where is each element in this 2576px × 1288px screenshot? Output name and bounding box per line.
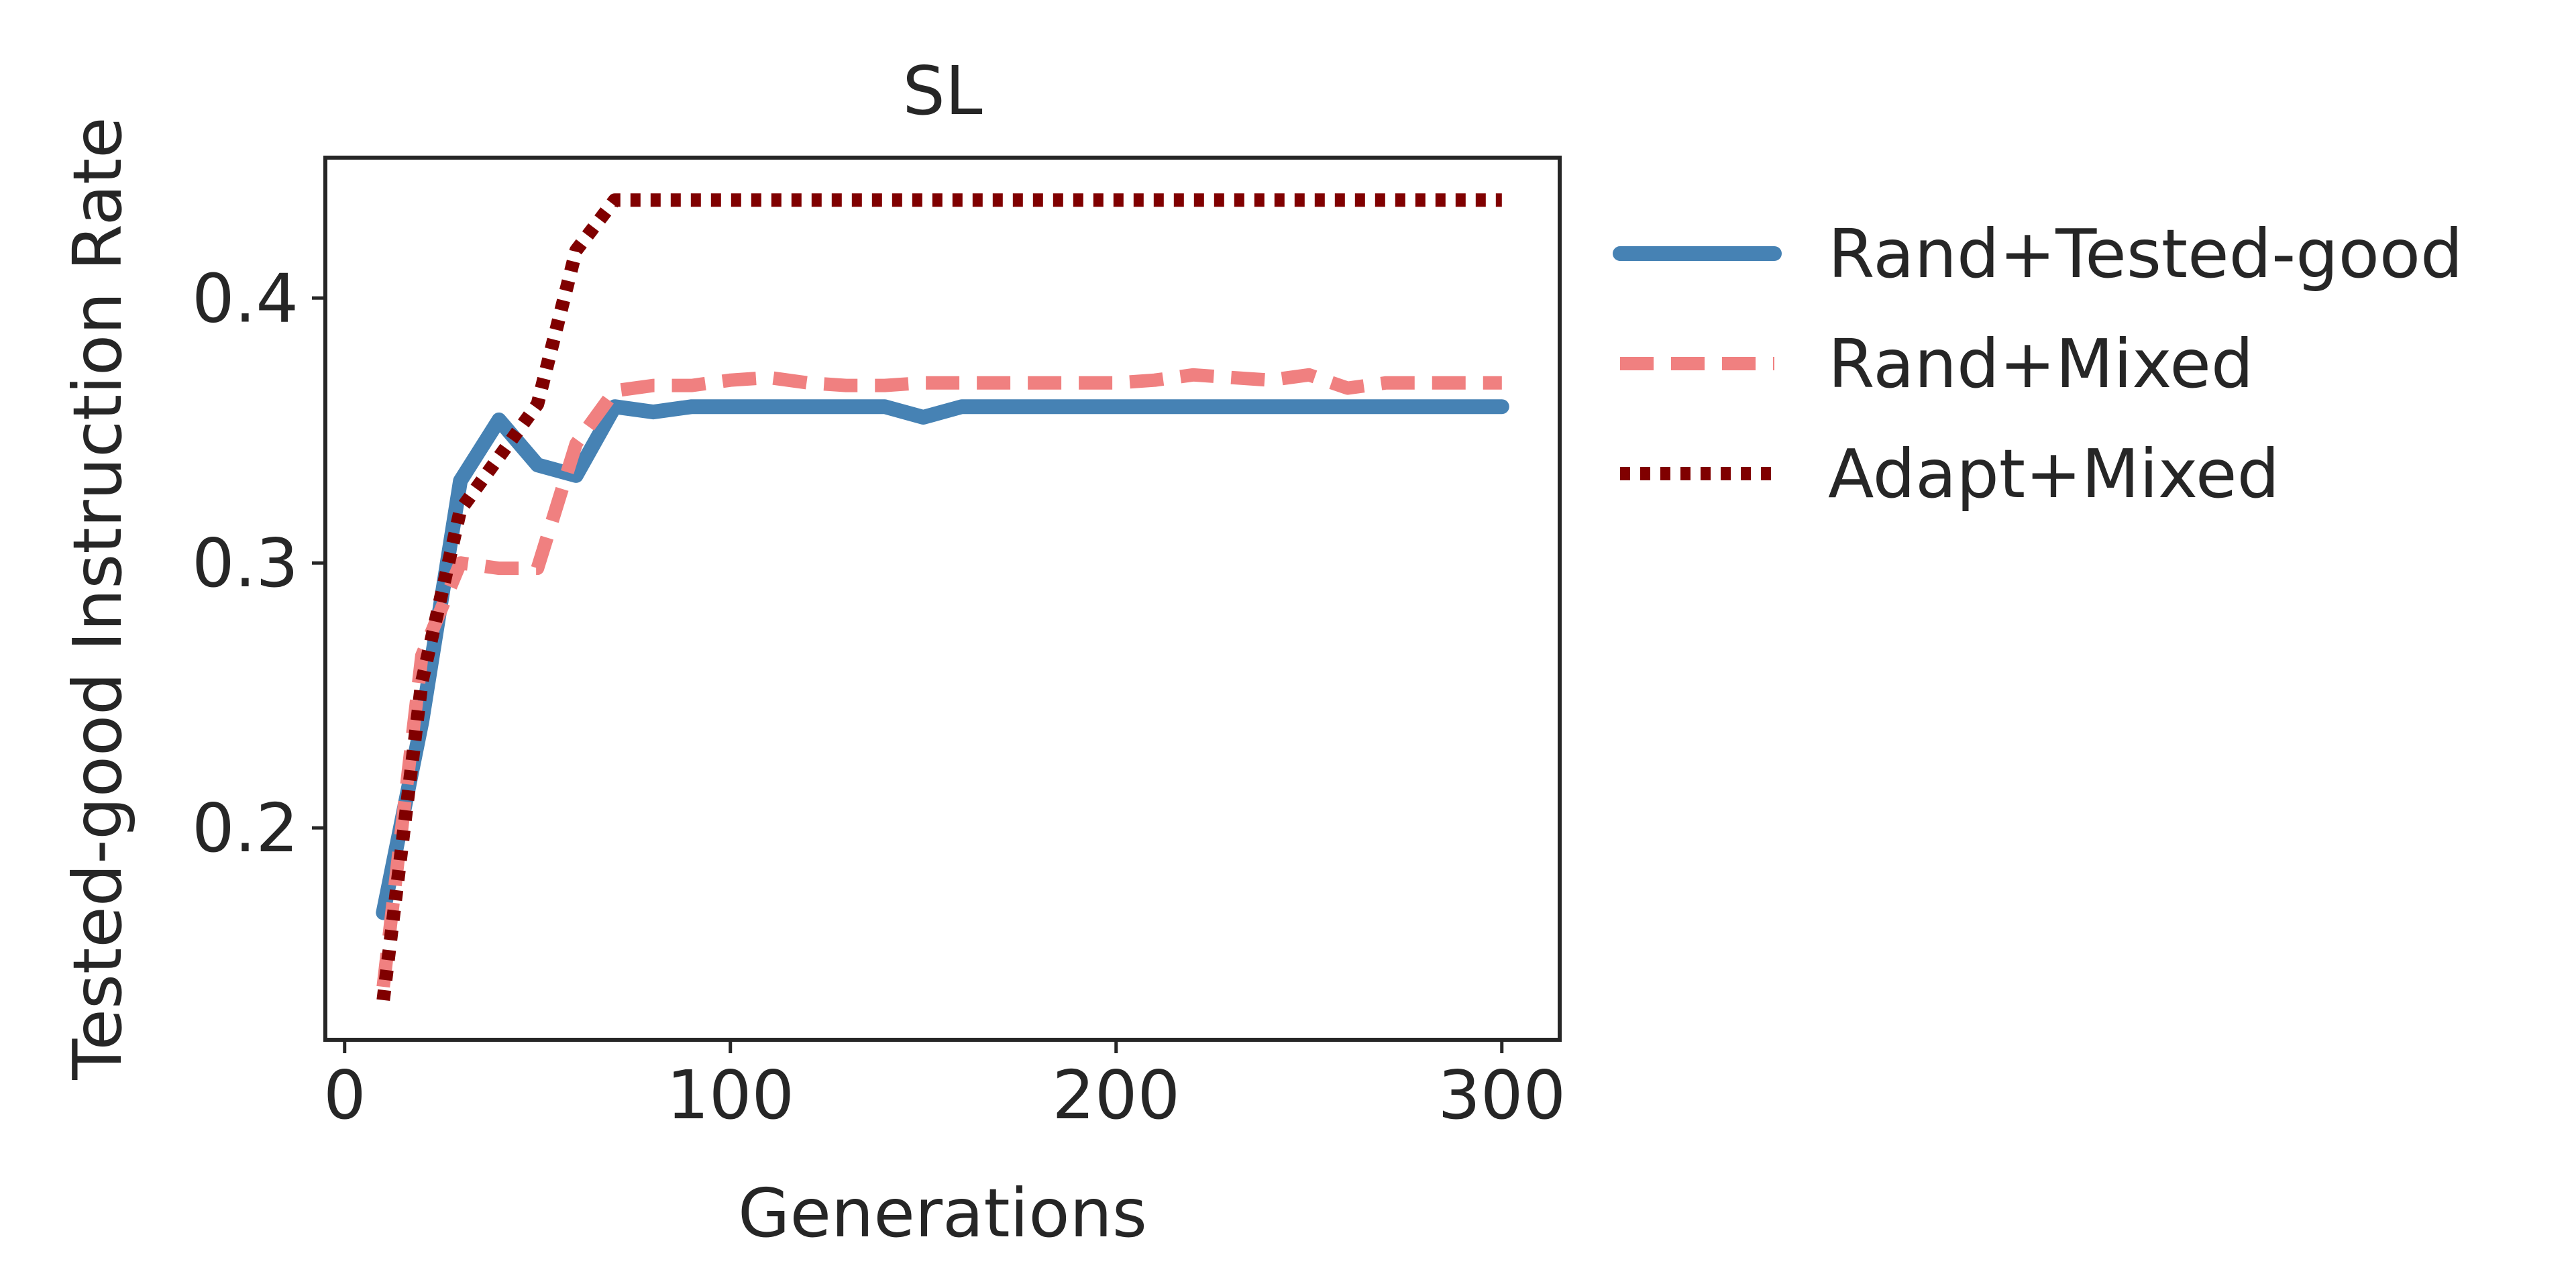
y-tick-label: 0.2: [192, 789, 299, 867]
x-tick-label: 200: [1052, 1056, 1180, 1134]
y-tick-label: 0.3: [192, 524, 299, 602]
y-tick-label: 0.4: [192, 259, 299, 337]
y-axis-ticks: 0.2 0.3 0.4: [192, 259, 325, 867]
plot-frame: [323, 156, 1562, 1042]
x-tick-label: 300: [1438, 1056, 1566, 1134]
series-line-2: [376, 368, 1502, 988]
x-axis-label: Generations: [738, 1174, 1147, 1252]
legend-label-2: Rand+Mixed: [1828, 325, 2253, 403]
series-layer: [376, 193, 1509, 1002]
y-axis-label: Tested-good Instruction Rate: [58, 117, 137, 1080]
series-line-3: [376, 193, 1502, 1002]
chart-title: SL: [902, 52, 982, 130]
series-line-1: [376, 399, 1509, 920]
x-tick-label: 0: [323, 1056, 366, 1134]
x-axis-ticks: 0 100 200 300: [323, 1040, 1566, 1134]
x-tick-label: 100: [666, 1056, 794, 1134]
legend-label-1: Rand+Tested-good: [1828, 215, 2463, 293]
legend: Rand+Tested-good Rand+Mixed Adapt+Mixed: [1613, 215, 2463, 513]
legend-label-3: Adapt+Mixed: [1828, 435, 2279, 513]
